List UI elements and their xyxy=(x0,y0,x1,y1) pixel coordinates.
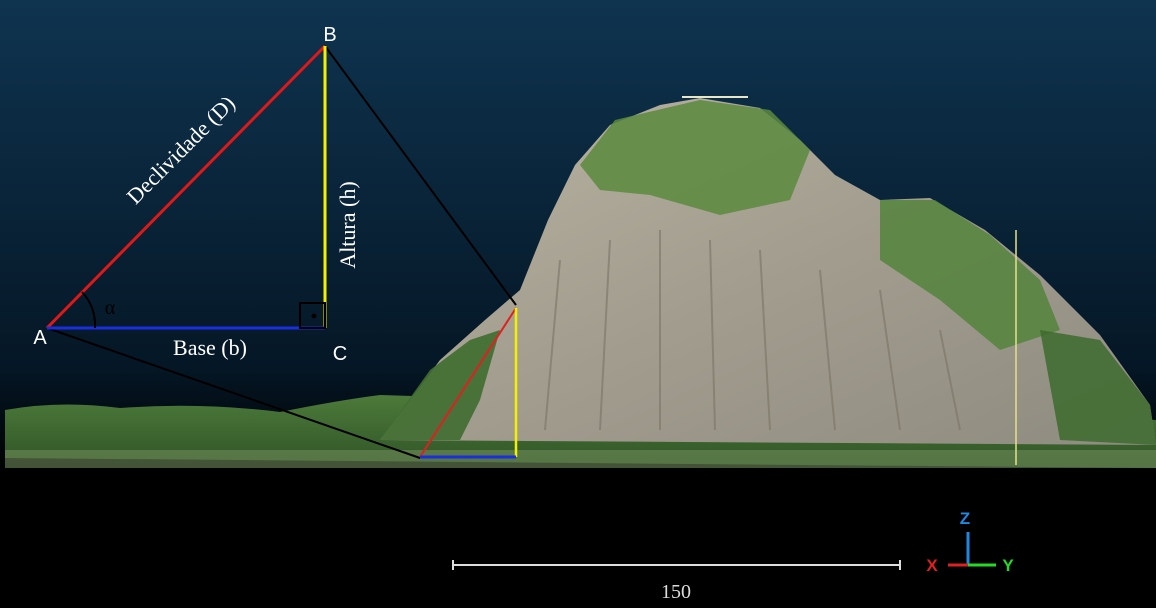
axis-label: X xyxy=(926,556,938,575)
slope-line xyxy=(419,307,517,458)
axis-label: Y xyxy=(1002,556,1014,575)
angle-label: α xyxy=(105,297,116,319)
projection-line xyxy=(46,327,421,459)
angle-arc xyxy=(81,291,97,329)
vertex-label: C xyxy=(333,343,347,365)
vertex-label: B xyxy=(323,24,336,46)
scale-bar xyxy=(452,560,901,570)
vegetation xyxy=(580,100,810,215)
vegetation xyxy=(380,330,500,440)
vegetation xyxy=(880,200,1060,350)
rock xyxy=(380,98,1156,445)
right-angle xyxy=(299,302,326,329)
vertex-label: A xyxy=(33,327,47,349)
height-label: Altura (h) xyxy=(335,181,360,268)
scale-label: 150 xyxy=(661,581,691,603)
base-label: Base (b) xyxy=(173,335,247,360)
projection-line xyxy=(324,45,517,306)
ground-edge xyxy=(5,450,1156,468)
vegetation xyxy=(1040,330,1156,445)
rock-texture xyxy=(544,230,961,431)
slope-line xyxy=(45,44,327,330)
right-angle-dot xyxy=(311,313,317,319)
axis-label: Z xyxy=(960,509,970,528)
